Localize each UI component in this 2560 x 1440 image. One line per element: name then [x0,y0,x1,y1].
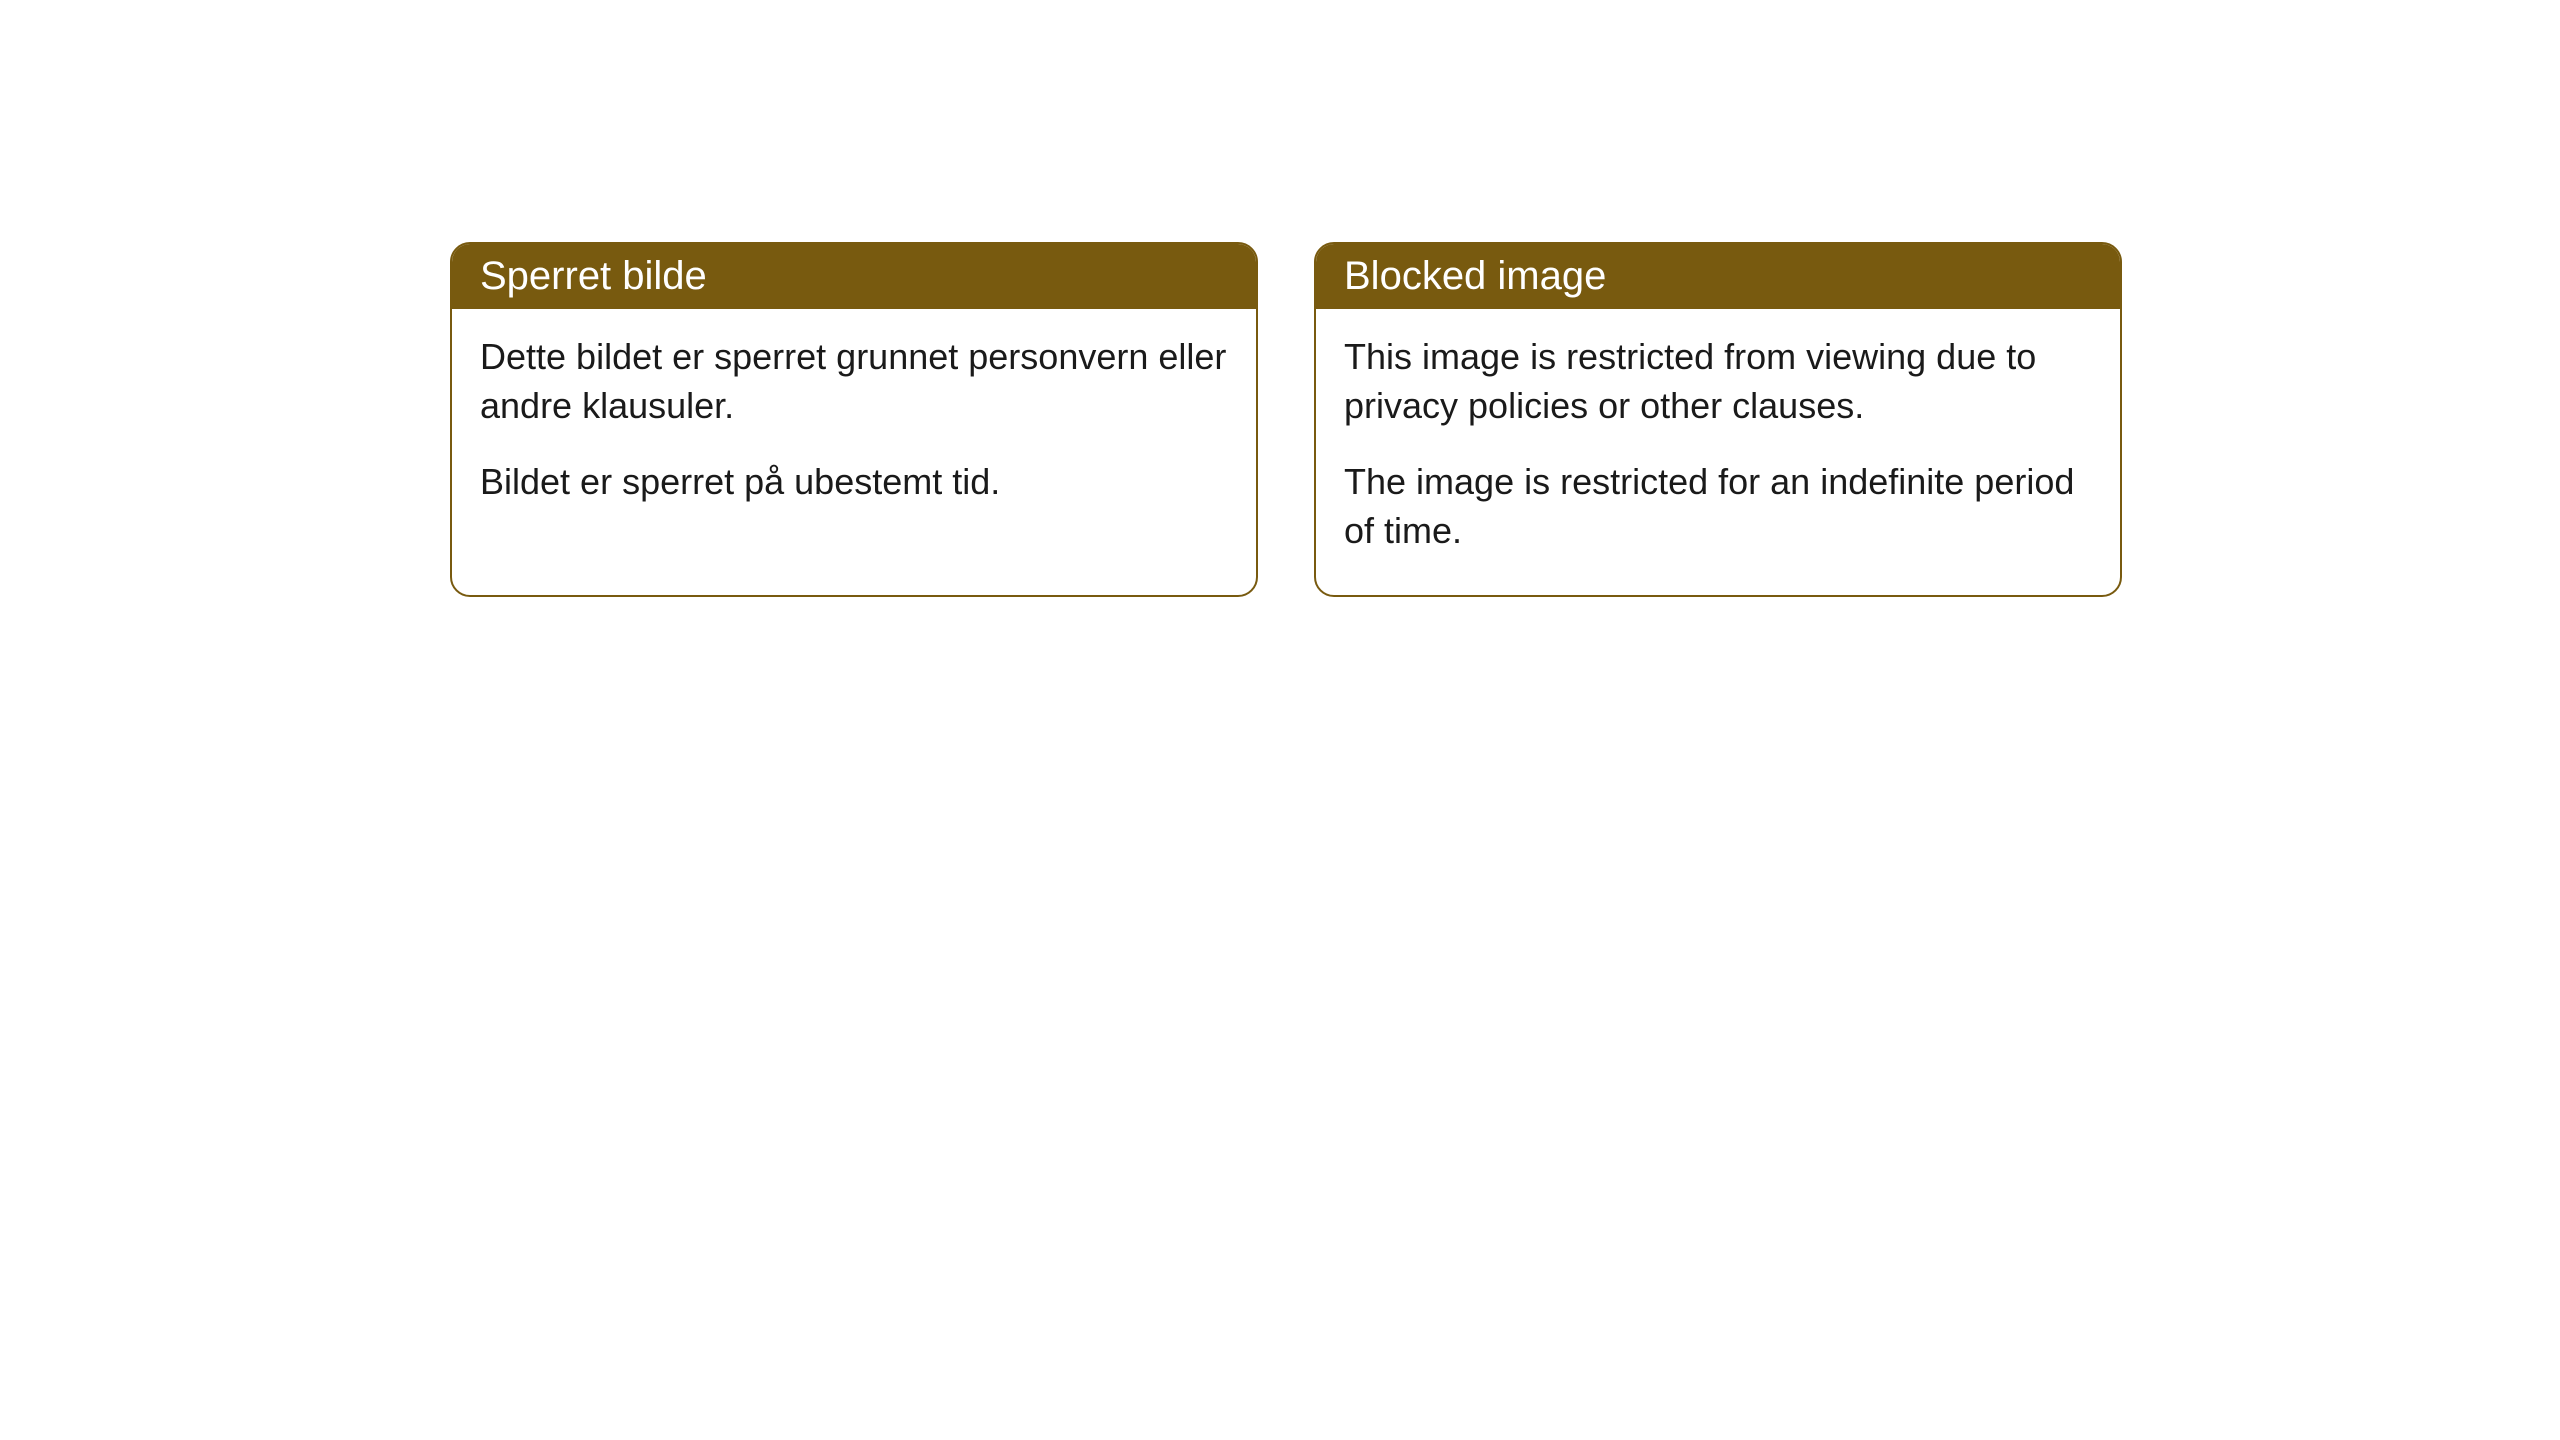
card-body-norwegian: Dette bildet er sperret grunnet personve… [452,309,1256,547]
card-title: Blocked image [1344,254,1606,298]
card-norwegian: Sperret bilde Dette bildet er sperret gr… [450,242,1258,597]
card-paragraph: This image is restricted from viewing du… [1344,333,2092,430]
card-header-english: Blocked image [1316,244,2120,309]
card-title: Sperret bilde [480,254,707,298]
card-body-english: This image is restricted from viewing du… [1316,309,2120,595]
card-english: Blocked image This image is restricted f… [1314,242,2122,597]
card-paragraph: Bildet er sperret på ubestemt tid. [480,458,1228,507]
card-header-norwegian: Sperret bilde [452,244,1256,309]
card-paragraph: The image is restricted for an indefinit… [1344,458,2092,555]
cards-container: Sperret bilde Dette bildet er sperret gr… [450,242,2122,597]
card-paragraph: Dette bildet er sperret grunnet personve… [480,333,1228,430]
